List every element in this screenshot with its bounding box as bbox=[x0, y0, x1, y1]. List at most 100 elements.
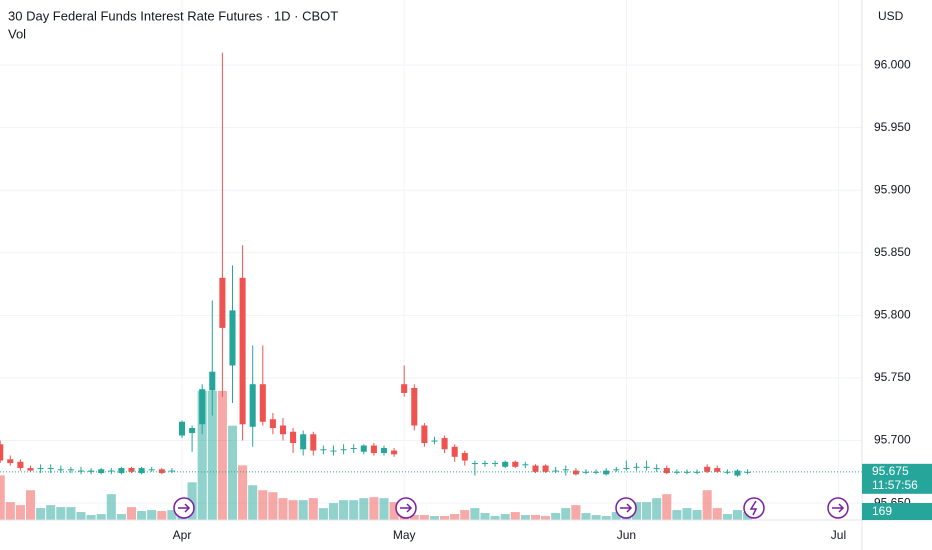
candle-body bbox=[694, 471, 701, 473]
candle-body bbox=[57, 469, 64, 471]
candle-body bbox=[320, 449, 327, 451]
candle-body bbox=[552, 470, 559, 472]
candle-body bbox=[239, 277, 246, 425]
candle-body bbox=[310, 434, 317, 451]
volume-bar bbox=[702, 490, 712, 520]
last-price-box bbox=[862, 463, 932, 494]
y-tick-label: 95.750 bbox=[874, 370, 911, 384]
event-icon[interactable] bbox=[743, 497, 765, 519]
volume-bar bbox=[429, 516, 440, 520]
event-icons bbox=[173, 497, 849, 519]
candle-body bbox=[734, 470, 741, 476]
volume-bar bbox=[409, 515, 419, 520]
grid bbox=[0, 0, 862, 520]
volume-bar bbox=[611, 512, 621, 520]
volume-bar bbox=[96, 514, 106, 520]
volume-bar bbox=[450, 514, 460, 520]
candle-body bbox=[249, 384, 256, 427]
candle-body bbox=[461, 453, 468, 461]
volume-bar bbox=[642, 502, 652, 520]
candle-body bbox=[229, 310, 236, 366]
candle-body bbox=[209, 371, 216, 391]
volume-bar bbox=[551, 513, 561, 520]
volume-bar bbox=[692, 510, 702, 520]
volume-bar bbox=[682, 508, 692, 520]
candle-body bbox=[441, 438, 448, 450]
volume-bar bbox=[379, 498, 389, 520]
volume-bar bbox=[25, 490, 36, 520]
candle-body bbox=[158, 469, 165, 474]
volume-bar bbox=[530, 515, 541, 520]
volume-bar bbox=[520, 515, 530, 520]
volume-bar bbox=[440, 516, 450, 520]
candle-body bbox=[714, 468, 721, 472]
y-tick-label: 95.900 bbox=[874, 182, 911, 196]
candle-body bbox=[512, 461, 519, 467]
chart-title: 30 Day Federal Funds Interest Rate Futur… bbox=[8, 8, 338, 23]
volume-bar bbox=[76, 512, 86, 520]
candle-body bbox=[593, 471, 600, 473]
volume-legend: Vol bbox=[8, 26, 26, 41]
candle-body bbox=[290, 431, 297, 444]
icon-arrow bbox=[620, 503, 633, 513]
candle-body bbox=[360, 445, 367, 452]
volume-bar bbox=[328, 503, 339, 520]
candle-body bbox=[411, 387, 418, 426]
volume-bar bbox=[601, 516, 611, 520]
candle-body bbox=[562, 469, 569, 471]
candle-body bbox=[603, 470, 610, 475]
candle-body bbox=[108, 470, 115, 472]
volume-bar bbox=[631, 502, 642, 520]
candle-body bbox=[77, 470, 85, 472]
volume-bar bbox=[5, 502, 15, 520]
candle-body bbox=[522, 464, 529, 466]
candle-body bbox=[471, 463, 478, 465]
volume-bar bbox=[662, 494, 672, 520]
volume-bar bbox=[36, 508, 46, 520]
volume-bar bbox=[288, 500, 298, 520]
candle-body bbox=[724, 471, 731, 473]
y-tick-label: 95.850 bbox=[874, 245, 911, 259]
x-tick-label: May bbox=[393, 528, 416, 542]
last-price-label: 95.675 bbox=[872, 464, 909, 478]
volume-bar bbox=[0, 475, 5, 520]
volume-bar bbox=[197, 390, 207, 520]
candle-body bbox=[391, 450, 398, 455]
candle-body bbox=[380, 448, 388, 454]
volume-bar bbox=[207, 390, 217, 520]
volume-bar bbox=[722, 514, 732, 520]
candle-body bbox=[704, 466, 711, 472]
candle-body bbox=[340, 449, 347, 451]
candle-body bbox=[643, 466, 650, 468]
candle-body bbox=[279, 425, 287, 435]
currency[interactable]: USD bbox=[878, 9, 904, 23]
volume-bar bbox=[298, 500, 308, 520]
candle-body bbox=[118, 468, 125, 474]
candle-body bbox=[259, 384, 266, 422]
candle-body bbox=[653, 468, 660, 470]
currency-button[interactable] bbox=[866, 4, 906, 30]
volume-bar bbox=[56, 507, 66, 520]
volume-pane bbox=[0, 390, 753, 520]
volume-bar bbox=[672, 510, 682, 520]
candle-body bbox=[189, 428, 196, 434]
candle-body bbox=[138, 468, 145, 474]
candle-body bbox=[47, 468, 54, 470]
volume-bar bbox=[561, 508, 571, 520]
volume-bar bbox=[339, 500, 349, 520]
volume-bar bbox=[470, 508, 480, 520]
candle-body bbox=[623, 468, 630, 470]
volume-bar bbox=[419, 515, 429, 520]
volume-bar bbox=[46, 505, 56, 520]
icon-arrow bbox=[178, 503, 191, 513]
volume-bar bbox=[712, 508, 722, 520]
candle-body bbox=[370, 445, 377, 454]
volume-bar bbox=[126, 507, 137, 520]
candle-body bbox=[431, 440, 438, 442]
icon-arrow bbox=[832, 503, 845, 513]
candle-body bbox=[673, 471, 680, 473]
candle-body bbox=[663, 468, 670, 474]
candle-body bbox=[492, 463, 499, 465]
